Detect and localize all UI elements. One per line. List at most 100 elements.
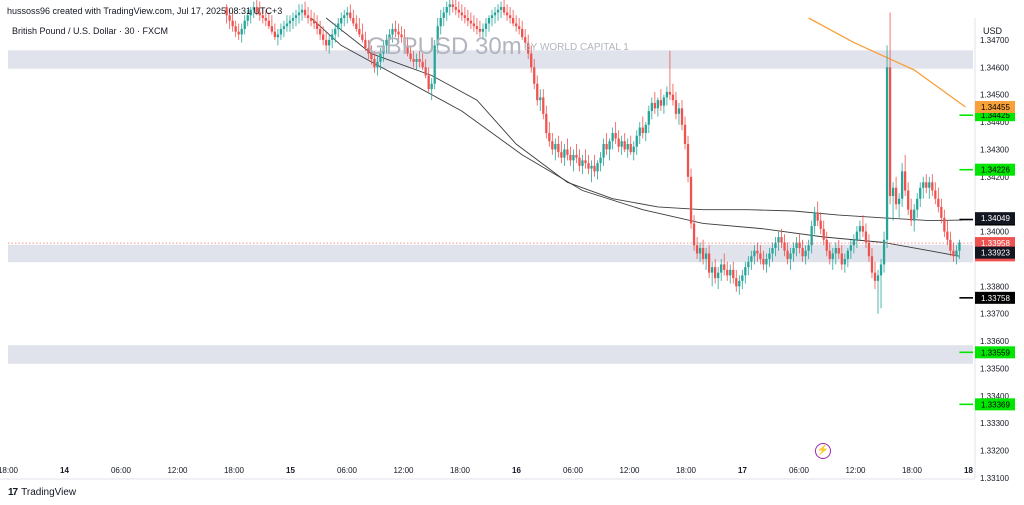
candle-body — [662, 97, 666, 106]
candle-body — [789, 253, 792, 259]
x-tick-label: 06:00 — [563, 466, 584, 475]
candle-body — [385, 39, 388, 46]
candle-body — [590, 165, 593, 169]
candle-body — [475, 26, 479, 29]
lightning-icon[interactable]: ⚡ — [815, 443, 831, 459]
candle-body — [632, 146, 635, 153]
candle-body — [870, 256, 874, 273]
candle-body — [897, 198, 901, 205]
candle-body — [490, 15, 494, 18]
candle-body — [294, 15, 298, 18]
candle-body — [650, 102, 653, 112]
candle-body — [521, 28, 524, 38]
candle-body — [885, 67, 889, 240]
candle-body — [325, 39, 328, 46]
candle-body — [545, 113, 548, 133]
candle-body — [463, 15, 467, 18]
candle-body — [795, 242, 798, 248]
tradingview-footer[interactable]: 17 TradingView — [8, 487, 76, 498]
sr-zone — [8, 345, 973, 364]
price-tag-label: 1.34049 — [981, 214, 1010, 223]
candle-body — [237, 31, 240, 35]
level-tag — [975, 346, 1015, 359]
candle-body — [922, 182, 925, 188]
y-tick-label: 1.33800 — [980, 282, 1009, 291]
candle-body — [391, 28, 394, 35]
currency-label[interactable]: USD — [983, 26, 1003, 36]
candle-body — [563, 149, 566, 158]
y-tick-label: 1.34500 — [980, 91, 1009, 100]
candle-body — [656, 100, 660, 109]
candle-body — [804, 250, 807, 257]
sr-zone — [8, 244, 973, 263]
candle-body — [228, 15, 231, 21]
y-tick-label: 1.34700 — [980, 36, 1009, 45]
candle-body — [376, 61, 379, 68]
candle-body — [834, 248, 837, 254]
candle-body — [493, 12, 497, 16]
candle-body — [315, 23, 319, 29]
x-tick-label: 18:00 — [902, 466, 923, 475]
candle-body — [910, 209, 913, 221]
candle-body — [937, 198, 940, 207]
candle-body — [569, 154, 572, 161]
candle-body — [765, 258, 768, 265]
candle-body — [418, 59, 421, 62]
candle-body — [723, 264, 726, 270]
candle-body — [321, 34, 325, 40]
y-tick-label: 1.33300 — [980, 419, 1009, 428]
candle-body — [511, 18, 515, 24]
candle-body — [527, 42, 530, 54]
candle-body — [502, 7, 506, 13]
candle-body — [840, 253, 843, 265]
candle-body — [270, 26, 274, 32]
candle-body — [729, 269, 732, 276]
candle-body — [876, 275, 880, 281]
candle-body — [849, 245, 853, 251]
candle-body — [738, 280, 741, 287]
ma-fast-line — [325, 17, 963, 222]
candle-body — [623, 141, 626, 150]
candle-body — [596, 163, 599, 172]
candle-body — [864, 231, 868, 243]
candle-body — [234, 26, 237, 32]
candle-body — [279, 28, 283, 35]
candle-body — [711, 267, 714, 273]
candle-body — [518, 26, 521, 29]
ma-orange-line — [808, 17, 966, 108]
levels-layer — [8, 114, 973, 406]
candle-body — [925, 182, 928, 188]
chart-watermark: GBPUSD 30m — [367, 33, 522, 60]
y-tick-label: 1.33500 — [980, 364, 1009, 373]
level-tag — [975, 163, 1015, 176]
candle-body — [334, 28, 337, 35]
symbol-label[interactable]: British Pound / U.S. Dollar · 30 · FXCM — [12, 26, 169, 36]
candle-body — [704, 253, 708, 259]
candle-body — [949, 239, 952, 251]
candle-body — [916, 198, 919, 210]
x-tick-label: 16 — [512, 466, 521, 475]
price-tag — [975, 100, 1015, 113]
candle-body — [478, 28, 482, 32]
candle-body — [810, 226, 813, 246]
candle-body — [303, 9, 307, 16]
candle-body — [454, 7, 457, 10]
candle-body — [919, 187, 922, 199]
candle-body — [367, 48, 370, 54]
x-tick-label: 14 — [60, 466, 69, 475]
candle-body — [264, 18, 267, 21]
candle-body — [801, 248, 804, 257]
candle-body — [882, 239, 886, 265]
candle-body — [759, 253, 762, 259]
x-tick-label: 17 — [738, 466, 747, 475]
x-tick-label: 06:00 — [337, 466, 358, 475]
candle-body — [647, 111, 650, 125]
candle-body — [252, 7, 255, 10]
candle-body — [331, 34, 334, 40]
candle-body — [370, 53, 373, 60]
candle-body — [225, 7, 228, 16]
candle-body — [388, 34, 391, 40]
candle-body — [231, 20, 234, 27]
sr-zone — [8, 50, 973, 69]
